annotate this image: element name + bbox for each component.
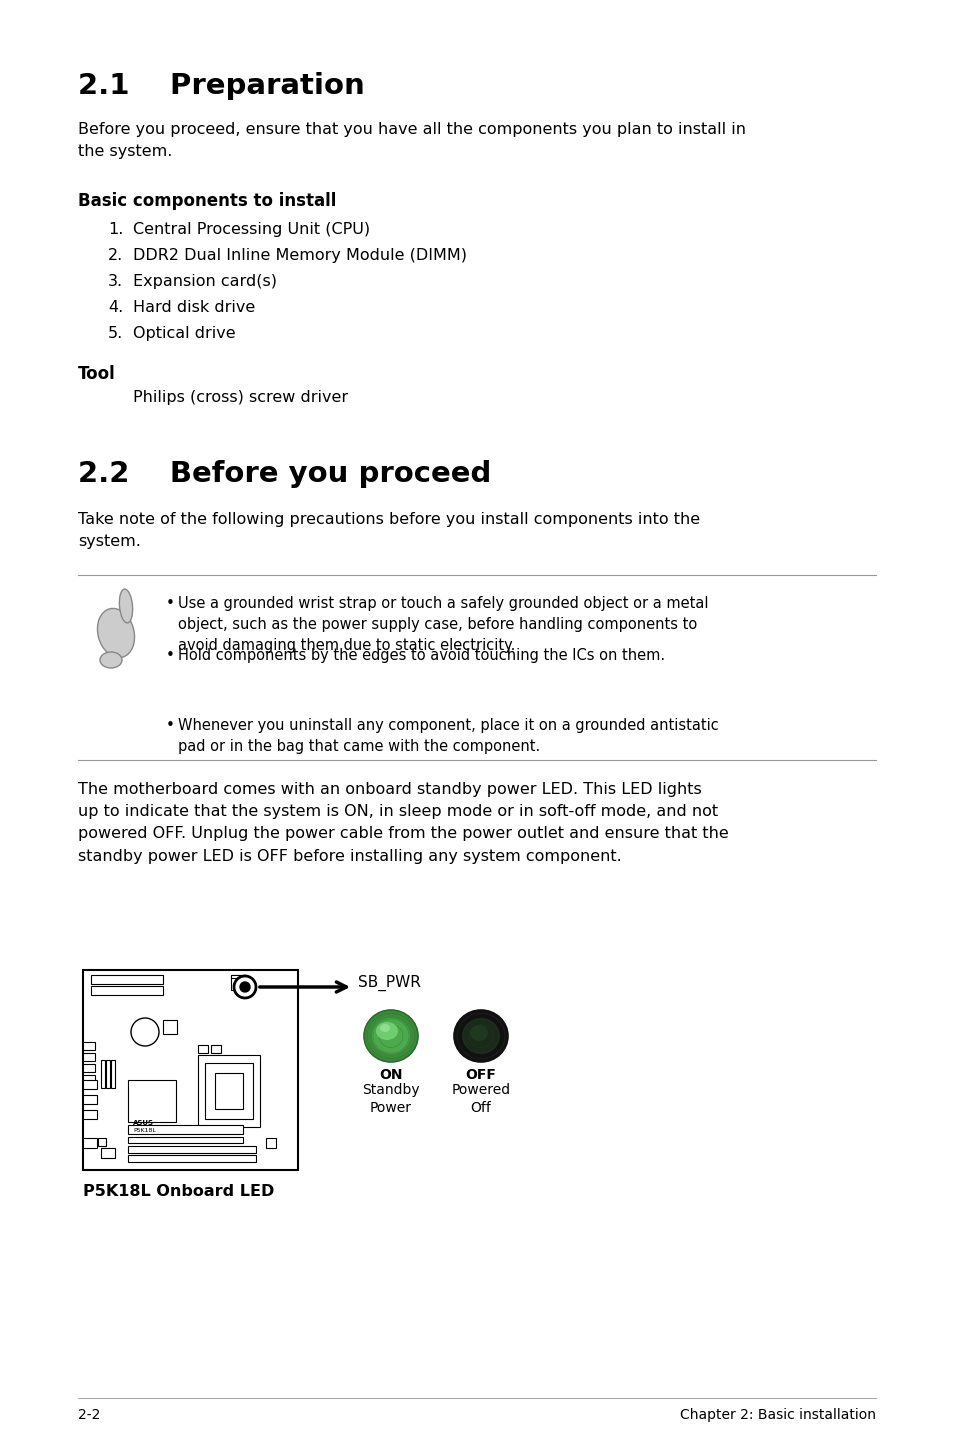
- Text: Optical drive: Optical drive: [132, 326, 235, 341]
- Bar: [266, 1137, 275, 1148]
- Text: Philips (cross) screw driver: Philips (cross) screw driver: [132, 390, 348, 406]
- Text: 1.: 1.: [108, 221, 123, 237]
- Text: Hard disk drive: Hard disk drive: [132, 301, 255, 315]
- Text: Expansion card(s): Expansion card(s): [132, 275, 276, 289]
- Bar: [91, 986, 163, 995]
- Bar: [83, 1094, 97, 1104]
- Bar: [83, 971, 297, 1171]
- Ellipse shape: [100, 651, 122, 669]
- Ellipse shape: [97, 608, 134, 657]
- Bar: [205, 1063, 253, 1119]
- Bar: [83, 1110, 97, 1119]
- Text: 2-2: 2-2: [78, 1408, 100, 1422]
- Text: The motherboard comes with an onboard standby power LED. This LED lights
up to i: The motherboard comes with an onboard st…: [78, 782, 728, 864]
- Bar: [101, 1060, 105, 1089]
- Text: •: •: [166, 718, 174, 733]
- Text: •: •: [166, 595, 174, 611]
- Text: P5K18L Onboard LED: P5K18L Onboard LED: [83, 1183, 274, 1199]
- Ellipse shape: [364, 1009, 417, 1063]
- Bar: [98, 1137, 106, 1146]
- Bar: [231, 975, 246, 989]
- Text: Use a grounded wrist strap or touch a safely grounded object or a metal
object, : Use a grounded wrist strap or touch a sa…: [178, 595, 708, 653]
- Bar: [101, 1148, 115, 1158]
- Bar: [83, 1076, 95, 1083]
- Bar: [111, 1060, 115, 1089]
- Bar: [231, 975, 246, 978]
- Ellipse shape: [461, 1018, 499, 1054]
- Text: Powered
Off: Powered Off: [451, 1083, 510, 1116]
- Circle shape: [240, 982, 250, 992]
- Text: P5K18L: P5K18L: [132, 1127, 155, 1133]
- Bar: [211, 1045, 221, 1053]
- Text: 2.: 2.: [108, 247, 123, 263]
- Ellipse shape: [375, 1022, 397, 1040]
- Bar: [83, 1043, 95, 1050]
- Text: Chapter 2: Basic installation: Chapter 2: Basic installation: [679, 1408, 875, 1422]
- Bar: [128, 1080, 175, 1122]
- Text: Central Processing Unit (CPU): Central Processing Unit (CPU): [132, 221, 370, 237]
- Bar: [83, 1080, 97, 1089]
- Circle shape: [131, 1018, 159, 1045]
- Text: SB_PWR: SB_PWR: [357, 975, 420, 991]
- Text: Tool: Tool: [78, 365, 115, 383]
- Text: 5.: 5.: [108, 326, 123, 341]
- Bar: [128, 1125, 243, 1135]
- Ellipse shape: [372, 1018, 410, 1054]
- Text: Hold components by the edges to avoid touching the ICs on them.: Hold components by the edges to avoid to…: [178, 649, 664, 663]
- Ellipse shape: [454, 1009, 507, 1063]
- Text: Basic components to install: Basic components to install: [78, 193, 336, 210]
- Bar: [83, 1137, 97, 1148]
- Bar: [198, 1045, 208, 1053]
- Bar: [83, 1064, 95, 1071]
- Text: Standby
Power: Standby Power: [362, 1083, 419, 1116]
- Bar: [83, 1053, 95, 1061]
- Text: 3.: 3.: [108, 275, 123, 289]
- Text: 2.2    Before you proceed: 2.2 Before you proceed: [78, 460, 491, 487]
- Bar: [214, 1073, 243, 1109]
- Text: Whenever you uninstall any component, place it on a grounded antistatic
pad or i: Whenever you uninstall any component, pl…: [178, 718, 718, 754]
- Bar: [163, 1020, 177, 1034]
- Bar: [128, 1137, 243, 1143]
- Text: DDR2 Dual Inline Memory Module (DIMM): DDR2 Dual Inline Memory Module (DIMM): [132, 247, 467, 263]
- Text: Before you proceed, ensure that you have all the components you plan to install : Before you proceed, ensure that you have…: [78, 122, 745, 160]
- Ellipse shape: [470, 1025, 488, 1041]
- Text: •: •: [166, 649, 174, 663]
- Bar: [91, 975, 163, 984]
- Text: ON: ON: [379, 1068, 402, 1081]
- Text: 4.: 4.: [108, 301, 123, 315]
- Text: OFF: OFF: [465, 1068, 496, 1081]
- Ellipse shape: [119, 590, 132, 623]
- Bar: [128, 1155, 255, 1162]
- Text: ASUS: ASUS: [132, 1120, 153, 1126]
- Bar: [198, 1055, 260, 1127]
- Ellipse shape: [379, 1024, 390, 1032]
- Text: Take note of the following precautions before you install components into the
sy: Take note of the following precautions b…: [78, 512, 700, 549]
- Bar: [106, 1060, 110, 1089]
- Bar: [128, 1146, 255, 1153]
- Circle shape: [233, 976, 255, 998]
- Text: 2.1    Preparation: 2.1 Preparation: [78, 72, 364, 101]
